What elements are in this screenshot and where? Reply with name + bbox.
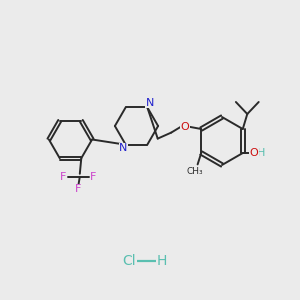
- Text: F: F: [90, 172, 97, 182]
- Text: O: O: [180, 122, 189, 132]
- Text: Cl: Cl: [122, 254, 136, 268]
- Text: O: O: [250, 148, 259, 158]
- Text: N: N: [119, 143, 128, 153]
- Text: F: F: [60, 172, 67, 182]
- Text: N: N: [146, 98, 154, 108]
- Text: F: F: [75, 184, 82, 194]
- Text: CH₃: CH₃: [187, 167, 203, 176]
- Text: H: H: [157, 254, 167, 268]
- Text: H: H: [256, 148, 265, 158]
